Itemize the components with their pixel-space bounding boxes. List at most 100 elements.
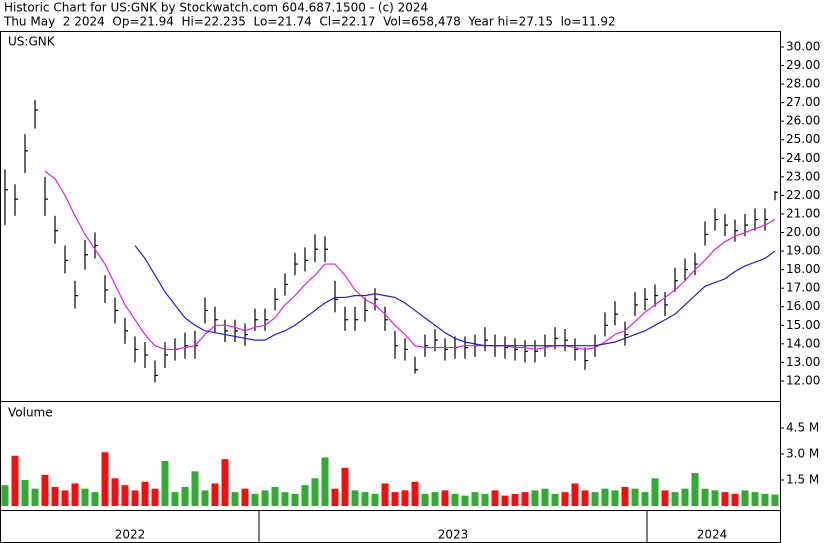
- volume-bar: [241, 488, 249, 506]
- volume-tick-label: 3.0 M: [786, 447, 819, 461]
- x-tick-label: 2023: [438, 528, 469, 542]
- volume-bar: [111, 478, 119, 506]
- volume-bar: [651, 478, 659, 506]
- y-tick-label: 22.00: [786, 188, 820, 202]
- symbol-label: US:GNK: [8, 35, 56, 49]
- volume-bar: [341, 467, 349, 506]
- volume-bar: [711, 490, 719, 506]
- volume-bar: [591, 492, 599, 506]
- volume-bar: [461, 495, 469, 506]
- y-tick-label: 20.00: [786, 225, 820, 239]
- volume-bar: [481, 493, 489, 506]
- volume-bar: [431, 492, 439, 506]
- volume-bar: [171, 492, 179, 506]
- volume-bar: [721, 492, 729, 506]
- volume-bar: [531, 490, 539, 506]
- volume-bar: [391, 492, 399, 506]
- x-tick-label: 2022: [115, 528, 146, 542]
- volume-bar: [31, 488, 39, 506]
- volume-bar: [771, 494, 779, 506]
- volume-bar: [21, 480, 29, 506]
- y-tick-label: 28.00: [786, 77, 820, 91]
- volume-bar: [501, 495, 509, 506]
- y-tick-label: 15.00: [786, 318, 820, 332]
- volume-bar: [731, 493, 739, 506]
- volume-bar: [401, 490, 409, 506]
- volume-bar: [361, 492, 369, 506]
- volume-tick-label: 4.5 M: [786, 421, 819, 435]
- volume-bar: [331, 488, 339, 506]
- volume-bar: [321, 457, 329, 506]
- volume-bar: [611, 490, 619, 506]
- y-tick-label: 18.00: [786, 262, 820, 276]
- volume-bar: [621, 486, 629, 506]
- volume-bar: [261, 490, 269, 506]
- volume-bar: [601, 488, 609, 506]
- volume-bar: [761, 493, 769, 506]
- volume-bar: [751, 492, 759, 506]
- y-tick-label: 23.00: [786, 169, 820, 183]
- volume-bar: [511, 493, 519, 506]
- volume-bar: [201, 490, 209, 506]
- volume-bar: [691, 473, 699, 506]
- y-tick-label: 30.00: [786, 39, 820, 53]
- y-tick-label: 12.00: [786, 373, 820, 387]
- volume-bar: [181, 486, 189, 506]
- volume-bar: [631, 488, 639, 506]
- volume-bar: [301, 485, 309, 506]
- volume-bar: [641, 492, 649, 506]
- volume-bar: [491, 490, 499, 506]
- moving-average: [134, 245, 776, 347]
- volume-bar: [681, 488, 689, 506]
- chart-title: Historic Chart for US:GNK by Stockwatch.…: [4, 1, 428, 15]
- volume-bar: [61, 490, 69, 506]
- y-tick-label: 29.00: [786, 58, 820, 72]
- y-tick-label: 17.00: [786, 281, 820, 295]
- volume-bar: [191, 471, 199, 506]
- y-tick-label: 21.00: [786, 206, 820, 220]
- y-tick-label: 13.00: [786, 355, 820, 369]
- volume-tick-label: 1.5 M: [786, 473, 819, 487]
- y-tick-label: 14.00: [786, 336, 820, 350]
- y-tick-label: 27.00: [786, 95, 820, 109]
- volume-bar: [381, 483, 389, 506]
- volume-bar: [551, 493, 559, 506]
- volume-bar: [521, 492, 529, 506]
- volume-bar: [101, 452, 109, 506]
- volume-bar: [411, 481, 419, 506]
- volume-bar: [701, 488, 709, 506]
- y-tick-label: 25.00: [786, 132, 820, 146]
- volume-bar: [741, 490, 749, 506]
- volume-bar: [161, 460, 169, 506]
- volume-bar: [151, 488, 159, 506]
- volume-bar: [221, 459, 229, 506]
- volume-bar: [371, 493, 379, 506]
- volume-bar: [451, 493, 459, 506]
- volume-bar: [211, 483, 219, 506]
- volume-bar: [421, 493, 429, 506]
- volume-bar: [581, 490, 589, 506]
- volume-bar: [231, 492, 239, 506]
- volume-bar: [51, 486, 59, 506]
- y-tick-label: 26.00: [786, 114, 820, 128]
- chart-subtitle: Thu May 2 2024 Op=21.94 Hi=22.235 Lo=21.…: [3, 15, 616, 29]
- moving-average: [44, 170, 776, 351]
- volume-bar: [281, 492, 289, 506]
- volume-bar: [251, 493, 259, 506]
- volume-bar: [671, 492, 679, 506]
- volume-bar: [81, 488, 89, 506]
- volume-bar: [11, 455, 19, 506]
- y-tick-label: 19.00: [786, 244, 820, 258]
- volume-bar: [121, 485, 129, 506]
- volume-label: Volume: [8, 406, 53, 420]
- volume-bar: [661, 490, 669, 506]
- volume-bar: [271, 486, 279, 506]
- volume-bar: [71, 483, 79, 506]
- y-tick-label: 16.00: [786, 299, 820, 313]
- volume-bar: [571, 483, 579, 506]
- volume-bar: [41, 474, 49, 506]
- volume-bar: [1, 485, 9, 506]
- volume-bar: [471, 492, 479, 506]
